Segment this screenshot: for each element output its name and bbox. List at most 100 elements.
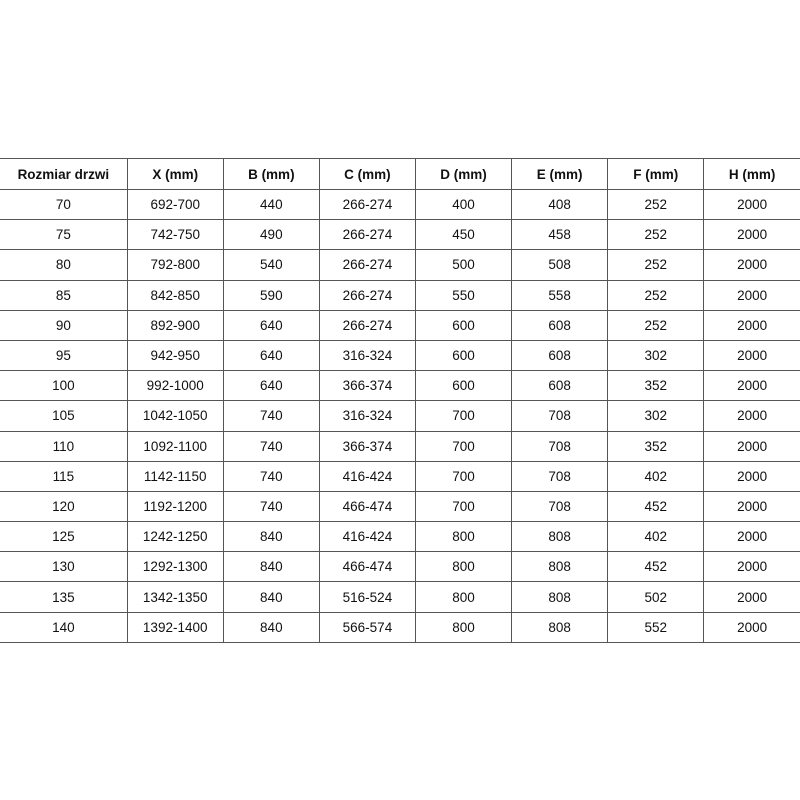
column-header: D (mm) (414, 158, 513, 190)
table-row: 135 1342-1350 840 516-524 800 808 502 2000 (0, 581, 800, 613)
column-header: X (mm) (126, 158, 224, 190)
table-cell: 316-324 (318, 400, 416, 432)
table-cell: 2000 (703, 551, 800, 583)
table-cell: 70 (0, 188, 128, 221)
table-cell: 516-524 (318, 581, 416, 613)
column-header: F (mm) (607, 158, 705, 190)
table-cell: 2000 (703, 279, 800, 311)
table-cell: 1242-1250 (126, 521, 224, 553)
table-cell: 75 (0, 219, 128, 251)
table-cell: 2000 (703, 521, 800, 553)
table-cell: 708 (511, 430, 609, 462)
table-cell: 140 (0, 611, 128, 643)
table-row: 105 1042-1050 740 316-324 700 708 302 2000 (0, 400, 800, 432)
table-cell: 708 (511, 460, 609, 492)
table-row: 120 1192-1200 740 466-474 700 708 452 2000 (0, 490, 800, 523)
table-cell: 808 (511, 521, 609, 553)
table-cell: 942-950 (126, 339, 224, 372)
column-header: B (mm) (222, 158, 320, 190)
table-cell: 408 (511, 188, 609, 221)
table-cell: 120 (0, 490, 128, 523)
table-cell: 402 (607, 460, 705, 492)
table-cell: 540 (222, 249, 320, 281)
table-cell: 800 (414, 581, 513, 613)
table-cell: 700 (414, 430, 513, 462)
table-cell: 808 (511, 611, 609, 643)
table-cell: 500 (414, 249, 513, 281)
table-cell: 352 (607, 370, 705, 402)
table-cell: 800 (414, 551, 513, 583)
table-cell: 740 (222, 490, 320, 523)
table-cell: 700 (414, 400, 513, 432)
table-cell: 402 (607, 521, 705, 553)
table-cell: 130 (0, 551, 128, 583)
column-header: E (mm) (511, 158, 609, 190)
table-cell: 458 (511, 219, 609, 251)
table-cell: 100 (0, 370, 128, 402)
table-row: 70 692-700 440 266-274 400 408 252 2000 (0, 188, 800, 221)
table-cell: 316-324 (318, 339, 416, 372)
table-cell: 1042-1050 (126, 400, 224, 432)
table-cell: 840 (222, 521, 320, 553)
table-cell: 550 (414, 279, 513, 311)
table-cell: 452 (607, 551, 705, 583)
table-cell: 2000 (703, 309, 800, 341)
table-cell: 2000 (703, 370, 800, 402)
table-cell: 2000 (703, 219, 800, 251)
table-cell: 800 (414, 611, 513, 643)
table-cell: 740 (222, 400, 320, 432)
table-cell: 700 (414, 490, 513, 523)
table-cell: 110 (0, 430, 128, 462)
table-cell: 600 (414, 370, 513, 402)
table-cell: 640 (222, 309, 320, 341)
table-cell: 590 (222, 279, 320, 311)
table-cell: 1092-1100 (126, 430, 224, 462)
table-cell: 840 (222, 611, 320, 643)
table-cell: 352 (607, 430, 705, 462)
table-row: 95 942-950 640 316-324 600 608 302 2000 (0, 339, 800, 372)
table-cell: 992-1000 (126, 370, 224, 402)
table-cell: 640 (222, 339, 320, 372)
table-cell: 466-474 (318, 551, 416, 583)
table-cell: 1292-1300 (126, 551, 224, 583)
table-cell: 302 (607, 339, 705, 372)
table-cell: 792-800 (126, 249, 224, 281)
table-cell: 95 (0, 339, 128, 372)
table-cell: 2000 (703, 188, 800, 221)
table-cell: 692-700 (126, 188, 224, 221)
table-cell: 800 (414, 521, 513, 553)
table-cell: 125 (0, 521, 128, 553)
table-cell: 400 (414, 188, 513, 221)
table-cell: 252 (607, 309, 705, 341)
table-cell: 450 (414, 219, 513, 251)
table-cell: 608 (511, 309, 609, 341)
table-row: 130 1292-1300 840 466-474 800 808 452 2000 (0, 551, 800, 583)
table-cell: 80 (0, 249, 128, 281)
table-cell: 266-274 (318, 188, 416, 221)
table-cell: 840 (222, 551, 320, 583)
table-cell: 452 (607, 490, 705, 523)
table-cell: 508 (511, 249, 609, 281)
table-row: 140 1392-1400 840 566-574 800 808 552 2000 (0, 611, 800, 643)
table-row: 75 742-750 490 266-274 450 458 252 2000 (0, 219, 800, 251)
table-cell: 2000 (703, 490, 800, 523)
table-cell: 608 (511, 370, 609, 402)
table-cell: 566-574 (318, 611, 416, 643)
table-cell: 252 (607, 249, 705, 281)
table-row: 80 792-800 540 266-274 500 508 252 2000 (0, 249, 800, 281)
table-cell: 700 (414, 460, 513, 492)
table-row: 90 892-900 640 266-274 600 608 252 2000 (0, 309, 800, 341)
table-cell: 708 (511, 490, 609, 523)
table-cell: 466-474 (318, 490, 416, 523)
table-cell: 708 (511, 400, 609, 432)
table-header-row: Rozmiar drzwi X (mm) B (mm) C (mm) D (mm) E (… (0, 158, 800, 190)
table-cell: 600 (414, 309, 513, 341)
table-cell: 105 (0, 400, 128, 432)
table-cell: 740 (222, 430, 320, 462)
table-cell: 2000 (703, 460, 800, 492)
table-cell: 742-750 (126, 219, 224, 251)
table-row: 85 842-850 590 266-274 550 558 252 2000 (0, 279, 800, 311)
dimensions-table: Rozmiar drzwi X (mm) B (mm) C (mm) D (mm) E (… (0, 158, 800, 643)
table-cell: 2000 (703, 611, 800, 643)
table-cell: 1342-1350 (126, 581, 224, 613)
